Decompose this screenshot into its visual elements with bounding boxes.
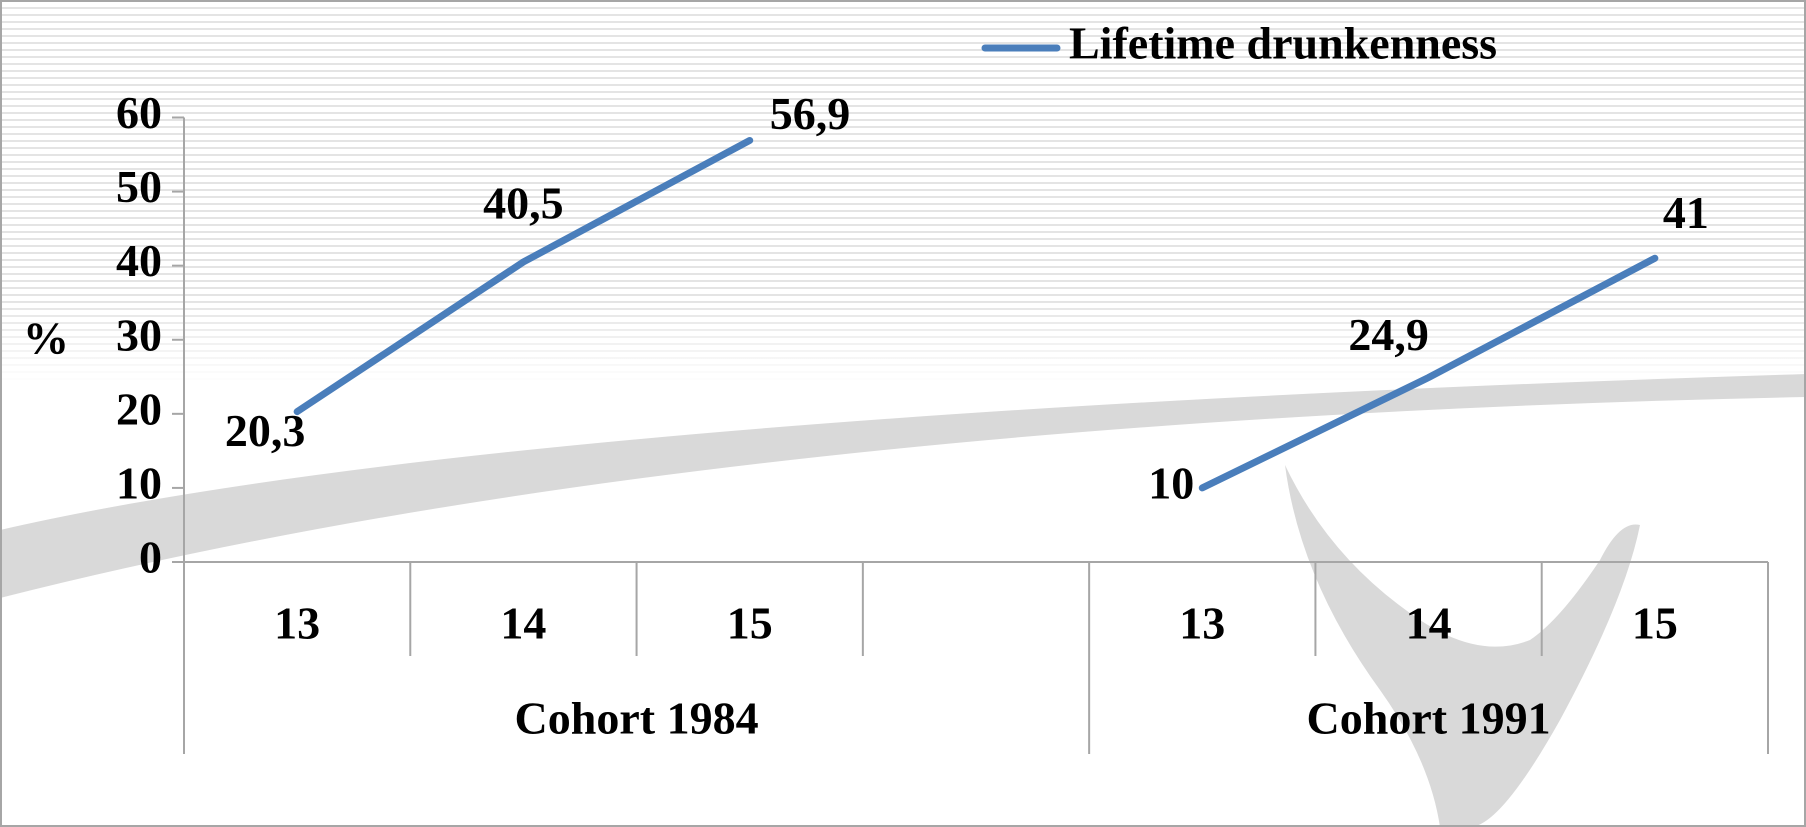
x-tick-label: 15 — [1632, 598, 1678, 649]
group-label: Cohort 1991 — [1307, 693, 1551, 744]
data-label: 41 — [1663, 187, 1709, 238]
group-label: Cohort 1984 — [515, 693, 759, 744]
data-label: 20,3 — [225, 405, 306, 456]
series-line — [293, 136, 1659, 492]
watermark-swoosh — [0, 374, 1806, 598]
stripes-fade — [0, 300, 1806, 385]
y-tick-label: 60 — [116, 87, 162, 138]
y-tick-label: 0 — [139, 532, 162, 583]
watermark-figure — [1285, 465, 1640, 827]
x-tick-label: 13 — [274, 598, 320, 649]
x-tick-label: 15 — [727, 598, 773, 649]
x-tick-label: 13 — [1179, 598, 1225, 649]
y-tick-label: 50 — [116, 161, 162, 212]
y-tick-label: 30 — [116, 309, 162, 360]
y-tick-label: 10 — [116, 457, 162, 508]
x-tick-label: 14 — [1406, 598, 1452, 649]
y-tick-label: 20 — [116, 383, 162, 434]
y-axis-label: % — [23, 313, 69, 364]
data-label: 56,9 — [770, 88, 851, 139]
y-tick-label: 40 — [116, 235, 162, 286]
legend-label: Lifetime drunkenness — [1069, 18, 1497, 69]
data-label: 24,9 — [1348, 309, 1429, 360]
data-label: 40,5 — [483, 178, 564, 229]
data-label: 10 — [1148, 457, 1194, 508]
x-tick-label: 14 — [500, 598, 546, 649]
